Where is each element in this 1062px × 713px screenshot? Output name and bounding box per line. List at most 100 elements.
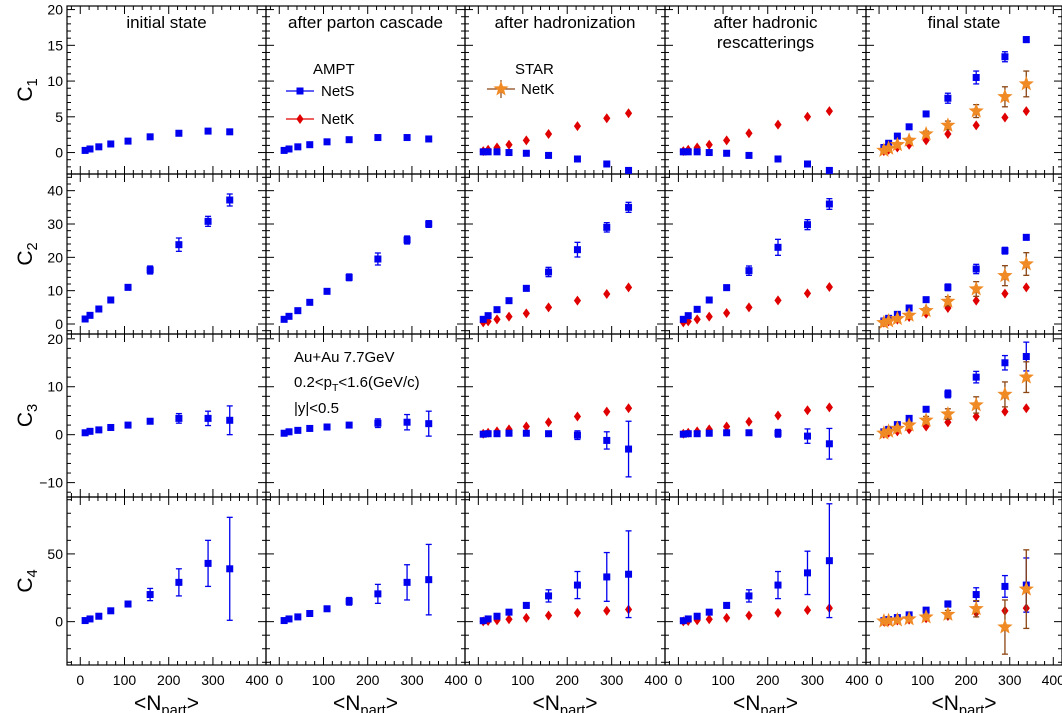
- legend-ampt-header: AMPT: [313, 61, 355, 78]
- netk-point: [624, 403, 633, 414]
- nets-point: [175, 129, 183, 137]
- x-axis-title: <Npart>: [931, 692, 996, 713]
- nets-point: [522, 429, 530, 437]
- panel-title: after hadronization: [495, 13, 636, 32]
- nets-point: [479, 617, 487, 625]
- netk-point: [522, 421, 530, 432]
- nets-point: [294, 307, 302, 315]
- nets-point: [204, 127, 212, 135]
- nets-point: [294, 426, 302, 434]
- y-tick-label: 0: [55, 145, 63, 161]
- star-netk-point: [889, 420, 905, 435]
- x-tick-label: 100: [711, 672, 735, 688]
- legend-marker: [296, 114, 304, 124]
- star-netk-point: [1018, 75, 1034, 91]
- nets-point: [86, 615, 94, 623]
- nets-point: [545, 268, 553, 276]
- nets-point: [745, 151, 753, 159]
- subscript: 2: [25, 242, 41, 250]
- netk-point: [1001, 112, 1009, 123]
- nets-point: [226, 416, 234, 424]
- nets-point: [803, 221, 811, 229]
- star-netk-point: [889, 136, 905, 152]
- netk-point: [544, 302, 553, 313]
- nets-point: [972, 373, 980, 381]
- netk-point: [705, 139, 713, 150]
- netk-point: [522, 612, 530, 623]
- netk-point: [493, 314, 501, 325]
- netk-point: [745, 128, 753, 139]
- nets-point: [493, 612, 501, 620]
- nets-point: [294, 143, 302, 151]
- text-span: C: [14, 578, 37, 593]
- nets-point: [204, 559, 212, 567]
- nets-point: [484, 148, 492, 156]
- netk-point: [505, 311, 513, 322]
- netk-point: [774, 607, 782, 618]
- text-span: <1.6(GeV/c): [338, 374, 419, 391]
- nets-point: [684, 312, 692, 320]
- x-tick-label: 0: [875, 672, 883, 688]
- nets-point: [944, 283, 952, 291]
- x-tick-label: 0: [76, 672, 84, 688]
- nets-point: [505, 608, 513, 616]
- nets-point: [1022, 36, 1030, 44]
- star-netk-point: [997, 619, 1013, 634]
- nets-point: [306, 610, 314, 618]
- netk-point: [544, 610, 553, 621]
- text-span: >: [386, 692, 398, 713]
- star-netk-point: [940, 606, 956, 621]
- nets-point: [484, 312, 492, 320]
- nets-point: [285, 312, 293, 320]
- nets-point: [374, 255, 382, 263]
- nets-point: [922, 405, 930, 413]
- star-netk-point: [876, 425, 892, 440]
- netk-point: [803, 288, 812, 299]
- netk-point: [723, 308, 731, 318]
- panel-title: final state: [928, 13, 1001, 32]
- y-axis-title: C4: [14, 569, 41, 592]
- nets-point: [107, 607, 115, 615]
- star-netk-point: [997, 386, 1013, 401]
- nets-point: [905, 123, 913, 131]
- nets-point: [693, 612, 701, 620]
- nets-point: [280, 315, 288, 323]
- nets-point: [124, 283, 132, 291]
- nets-point: [684, 430, 692, 438]
- nets-point: [175, 578, 183, 586]
- x-tick-label: 100: [911, 672, 935, 688]
- netk-point: [723, 421, 731, 432]
- nets-point: [825, 200, 833, 208]
- star-netk-point: [968, 103, 984, 118]
- netk-point: [972, 120, 980, 131]
- nets-point: [1001, 359, 1009, 367]
- netk-point: [723, 135, 731, 146]
- panel-frame: [464, 496, 666, 666]
- annotation-line1: Au+Au 7.7GeV: [294, 349, 395, 366]
- text-span: <N: [333, 692, 360, 713]
- legend-label: NetS: [321, 83, 354, 100]
- nets-point: [425, 220, 433, 228]
- subscript: 3: [25, 404, 41, 412]
- panel-frame: [66, 333, 267, 498]
- star-netk-point: [881, 313, 897, 328]
- nets-point: [294, 613, 302, 621]
- star-netk-point: [901, 610, 917, 626]
- nets-point: [944, 94, 952, 102]
- netk-point: [774, 410, 782, 421]
- star-netk-point: [918, 126, 934, 141]
- x-tick-label: 100: [511, 672, 535, 688]
- text-span: C: [14, 412, 37, 427]
- star-netk-point: [881, 140, 897, 155]
- nets-point: [774, 243, 782, 251]
- nets-point: [625, 166, 633, 174]
- y-tick-label: 10: [47, 73, 63, 89]
- star-netk-point: [968, 281, 984, 296]
- panel-frame: [664, 333, 867, 498]
- annotation-line2: 0.2<pT<1.6(GeV/c): [294, 374, 420, 394]
- x-tick-label: 300: [400, 672, 424, 688]
- panel-title: initial state: [126, 13, 206, 32]
- nets-point: [95, 612, 103, 620]
- nets-point: [774, 429, 782, 437]
- netk-point: [505, 614, 513, 625]
